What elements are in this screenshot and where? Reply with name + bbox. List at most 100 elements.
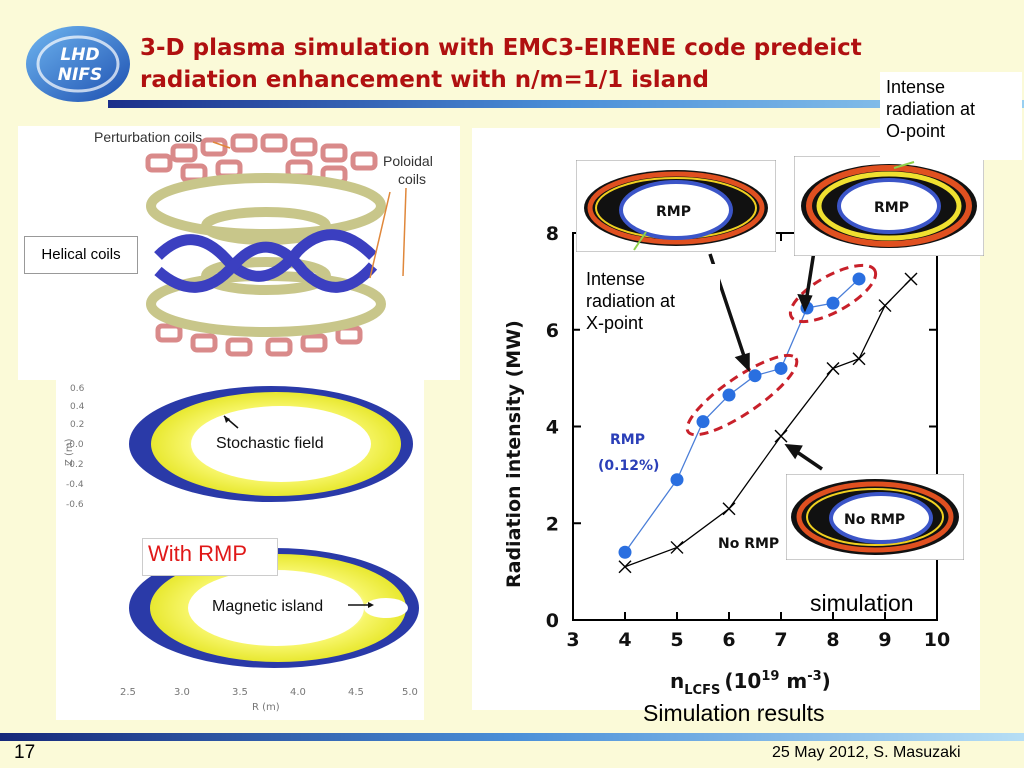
no-rmp-series-label: No RMP <box>718 536 779 552</box>
x-marker-stroke <box>878 299 892 313</box>
helical-coils-label: Helical coils <box>41 246 121 263</box>
z-tick: -0.4 <box>66 480 84 490</box>
perturbation-coils-label: Perturbation coils <box>94 129 202 145</box>
z-tick: -0.0 <box>66 440 84 450</box>
x-tick-label: 7 <box>774 629 787 651</box>
no-rmp-point <box>878 299 892 313</box>
rmp-point <box>722 388 736 402</box>
helical-coils-drawing <box>154 229 378 293</box>
r-axis-label: R (m) <box>252 702 280 713</box>
with-rmp-label: With RMP <box>148 541 247 566</box>
y-tick-label: 6 <box>546 320 559 342</box>
x-tick-label: 9 <box>878 629 891 651</box>
y-tick-label: 2 <box>546 513 559 535</box>
no-rmp-point <box>774 429 788 443</box>
lhd-nifs-logo: LHD NIFS <box>26 26 130 102</box>
x-axis-label: nLCFS (1019 m-3) <box>670 669 831 698</box>
x-marker-stroke <box>774 429 788 443</box>
stochastic-arrowhead <box>224 416 230 423</box>
x-tick-label: 3 <box>566 629 579 651</box>
rmp-point <box>670 473 684 487</box>
title-underline-bar <box>108 100 1024 108</box>
o-point-line-1: Intense <box>886 77 946 97</box>
x-label-n: n <box>670 669 684 693</box>
y-tick-label: 0 <box>546 610 559 632</box>
title-line-2: radiation enhancement with n/m=1/1 islan… <box>140 67 709 93</box>
no-rmp-point <box>618 560 632 574</box>
r-tick: 3.0 <box>174 687 190 698</box>
r-tick: 5.0 <box>402 687 418 698</box>
no-rmp-point <box>670 540 684 554</box>
y-axis-label: Radiation intensity (MW) <box>503 320 525 588</box>
x-point-line-1: Intense <box>586 269 646 289</box>
x-tick-label: 10 <box>924 629 950 651</box>
x-tick-label: 5 <box>670 629 683 651</box>
y-tick-label: 4 <box>546 417 559 439</box>
rmp-inset-label-2: RMP <box>874 200 909 216</box>
x-point-line-3: X-point <box>586 313 644 333</box>
helical-coils-label-box: Helical coils <box>24 236 138 274</box>
stochastic-field-label: Stochastic field <box>216 435 324 452</box>
r-tick: 4.5 <box>348 687 364 698</box>
x-label-exp2: -3 <box>807 669 821 684</box>
magnetic-island-label: Magnetic island <box>212 598 323 615</box>
o-point-annotation: Intense radiation at O-point <box>880 72 1022 160</box>
annotation-arrows <box>708 225 823 471</box>
coil-diagram: Perturbation coils Poloidal coils <box>94 129 433 357</box>
y-tick-label: 8 <box>546 223 559 245</box>
x-marker-stroke <box>904 272 918 286</box>
simulation-results-label: Simulation results <box>643 700 825 726</box>
x-label-units2: m <box>779 669 807 693</box>
page-number: 17 <box>14 742 36 763</box>
logo-text-top: LHD <box>60 45 99 65</box>
x-label-units: (10 <box>724 669 761 693</box>
r-tick: 3.5 <box>232 687 248 698</box>
no-rmp-inset-label: No RMP <box>844 512 905 528</box>
poloidal-coils <box>146 173 386 337</box>
z-ticks: 0.6 0.4 0.2 -0.0 -0.2 -0.4 -0.6 <box>66 384 85 510</box>
x-marker-stroke <box>670 540 684 554</box>
rmp-inset-label-1: RMP <box>656 204 691 220</box>
no-rmp-point <box>826 361 840 375</box>
o-point-line-3: O-point <box>886 121 946 141</box>
rmp-inset-x-point: RMP <box>576 160 776 252</box>
rmp-point <box>696 415 710 429</box>
series-line-1 <box>624 278 912 568</box>
x-marker-stroke <box>618 560 632 574</box>
x-point-line-2: radiation at <box>586 291 676 311</box>
island-arrowhead <box>368 602 374 608</box>
z-axis-label: Z (m) <box>64 438 75 466</box>
rmp-series-label-2: (0.12%) <box>598 458 659 474</box>
x-point-annotation: Intense radiation at X-point <box>580 264 720 346</box>
no-rmp-point <box>904 272 918 286</box>
z-tick: -0.6 <box>66 500 84 510</box>
x-label-exp: 19 <box>761 669 779 684</box>
x-tick-label: 6 <box>722 629 735 651</box>
x-marker-stroke <box>852 352 866 366</box>
rmp-series-label-1: RMP <box>610 432 645 448</box>
rmp-point <box>618 545 632 559</box>
with-rmp-box <box>142 538 278 576</box>
r-tick: 2.5 <box>120 687 136 698</box>
x-marker-stroke <box>722 502 736 516</box>
x-tick-label: 8 <box>826 629 839 651</box>
no-rmp-point <box>852 352 866 366</box>
o-point-line-2: radiation at <box>886 99 976 119</box>
z-tick: 0.4 <box>70 402 85 412</box>
highlight-top-cluster <box>788 263 878 324</box>
coil-label-arrows <box>212 141 407 279</box>
no-rmp-point <box>722 502 736 516</box>
x-tick-label: 4 <box>618 629 631 651</box>
z-tick: -0.2 <box>66 460 84 470</box>
poloidal-coils-label-2: coils <box>398 171 426 187</box>
r-ticks: 2.5 3.0 3.5 4.0 4.5 5.0 <box>120 687 418 698</box>
stochastic-plot <box>129 386 413 502</box>
rmp-point <box>826 296 840 310</box>
simulation-label: simulation <box>810 590 914 616</box>
slide-title: 3-D plasma simulation with EMC3-EIRENE c… <box>140 32 880 96</box>
chart-highlights <box>685 263 878 437</box>
footer-bar <box>0 733 1024 741</box>
rmp-point <box>748 369 762 383</box>
logo-text-bottom: NIFS <box>58 65 102 85</box>
no-rmp-inset: No RMP <box>786 474 964 560</box>
